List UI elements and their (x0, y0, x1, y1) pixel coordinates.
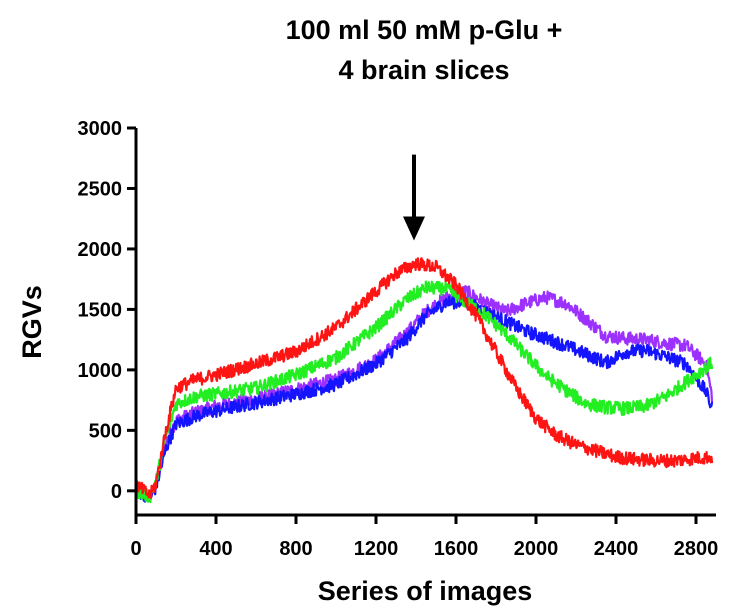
y-axis-title: RGVs (17, 285, 47, 359)
y-tick-label: 0 (111, 481, 122, 503)
series-line-2 (134, 294, 714, 503)
y-tick-label: 2000 (78, 239, 123, 261)
y-tick-label: 2500 (78, 178, 123, 200)
x-tick-label: 1200 (354, 538, 399, 560)
peak-arrow-annotation (403, 154, 425, 241)
arrow-head (403, 216, 425, 241)
x-tick-label: 0 (130, 538, 141, 560)
x-tick-label: 2400 (594, 538, 639, 560)
x-tick-label: 400 (199, 538, 232, 560)
x-tick-label: 1600 (434, 538, 479, 560)
y-tick-label: 3000 (78, 118, 123, 140)
chart-title: 100 ml 50 mM p-Glu + 4 brain slices (286, 15, 563, 85)
y-tick-label: 1000 (78, 360, 123, 382)
x-axis-ticks: 0 400 800 1200 1600 2000 2400 2800 (130, 515, 718, 560)
series-line-4 (134, 257, 714, 499)
series-line-3 (134, 280, 714, 504)
plot-area (134, 257, 714, 504)
x-tick-label: 800 (279, 538, 312, 560)
y-axis-ticks: 0 500 1000 1500 2000 2500 3000 (78, 118, 136, 503)
y-tick-label: 500 (89, 420, 122, 442)
chart-title-line-1: 100 ml 50 mM p-Glu + (286, 15, 563, 45)
y-tick-label: 1500 (78, 299, 123, 321)
chart-title-line-2: 4 brain slices (338, 55, 509, 85)
x-axis-title: Series of images (318, 576, 533, 606)
x-tick-label: 2000 (514, 538, 559, 560)
x-tick-label: 2800 (674, 538, 719, 560)
